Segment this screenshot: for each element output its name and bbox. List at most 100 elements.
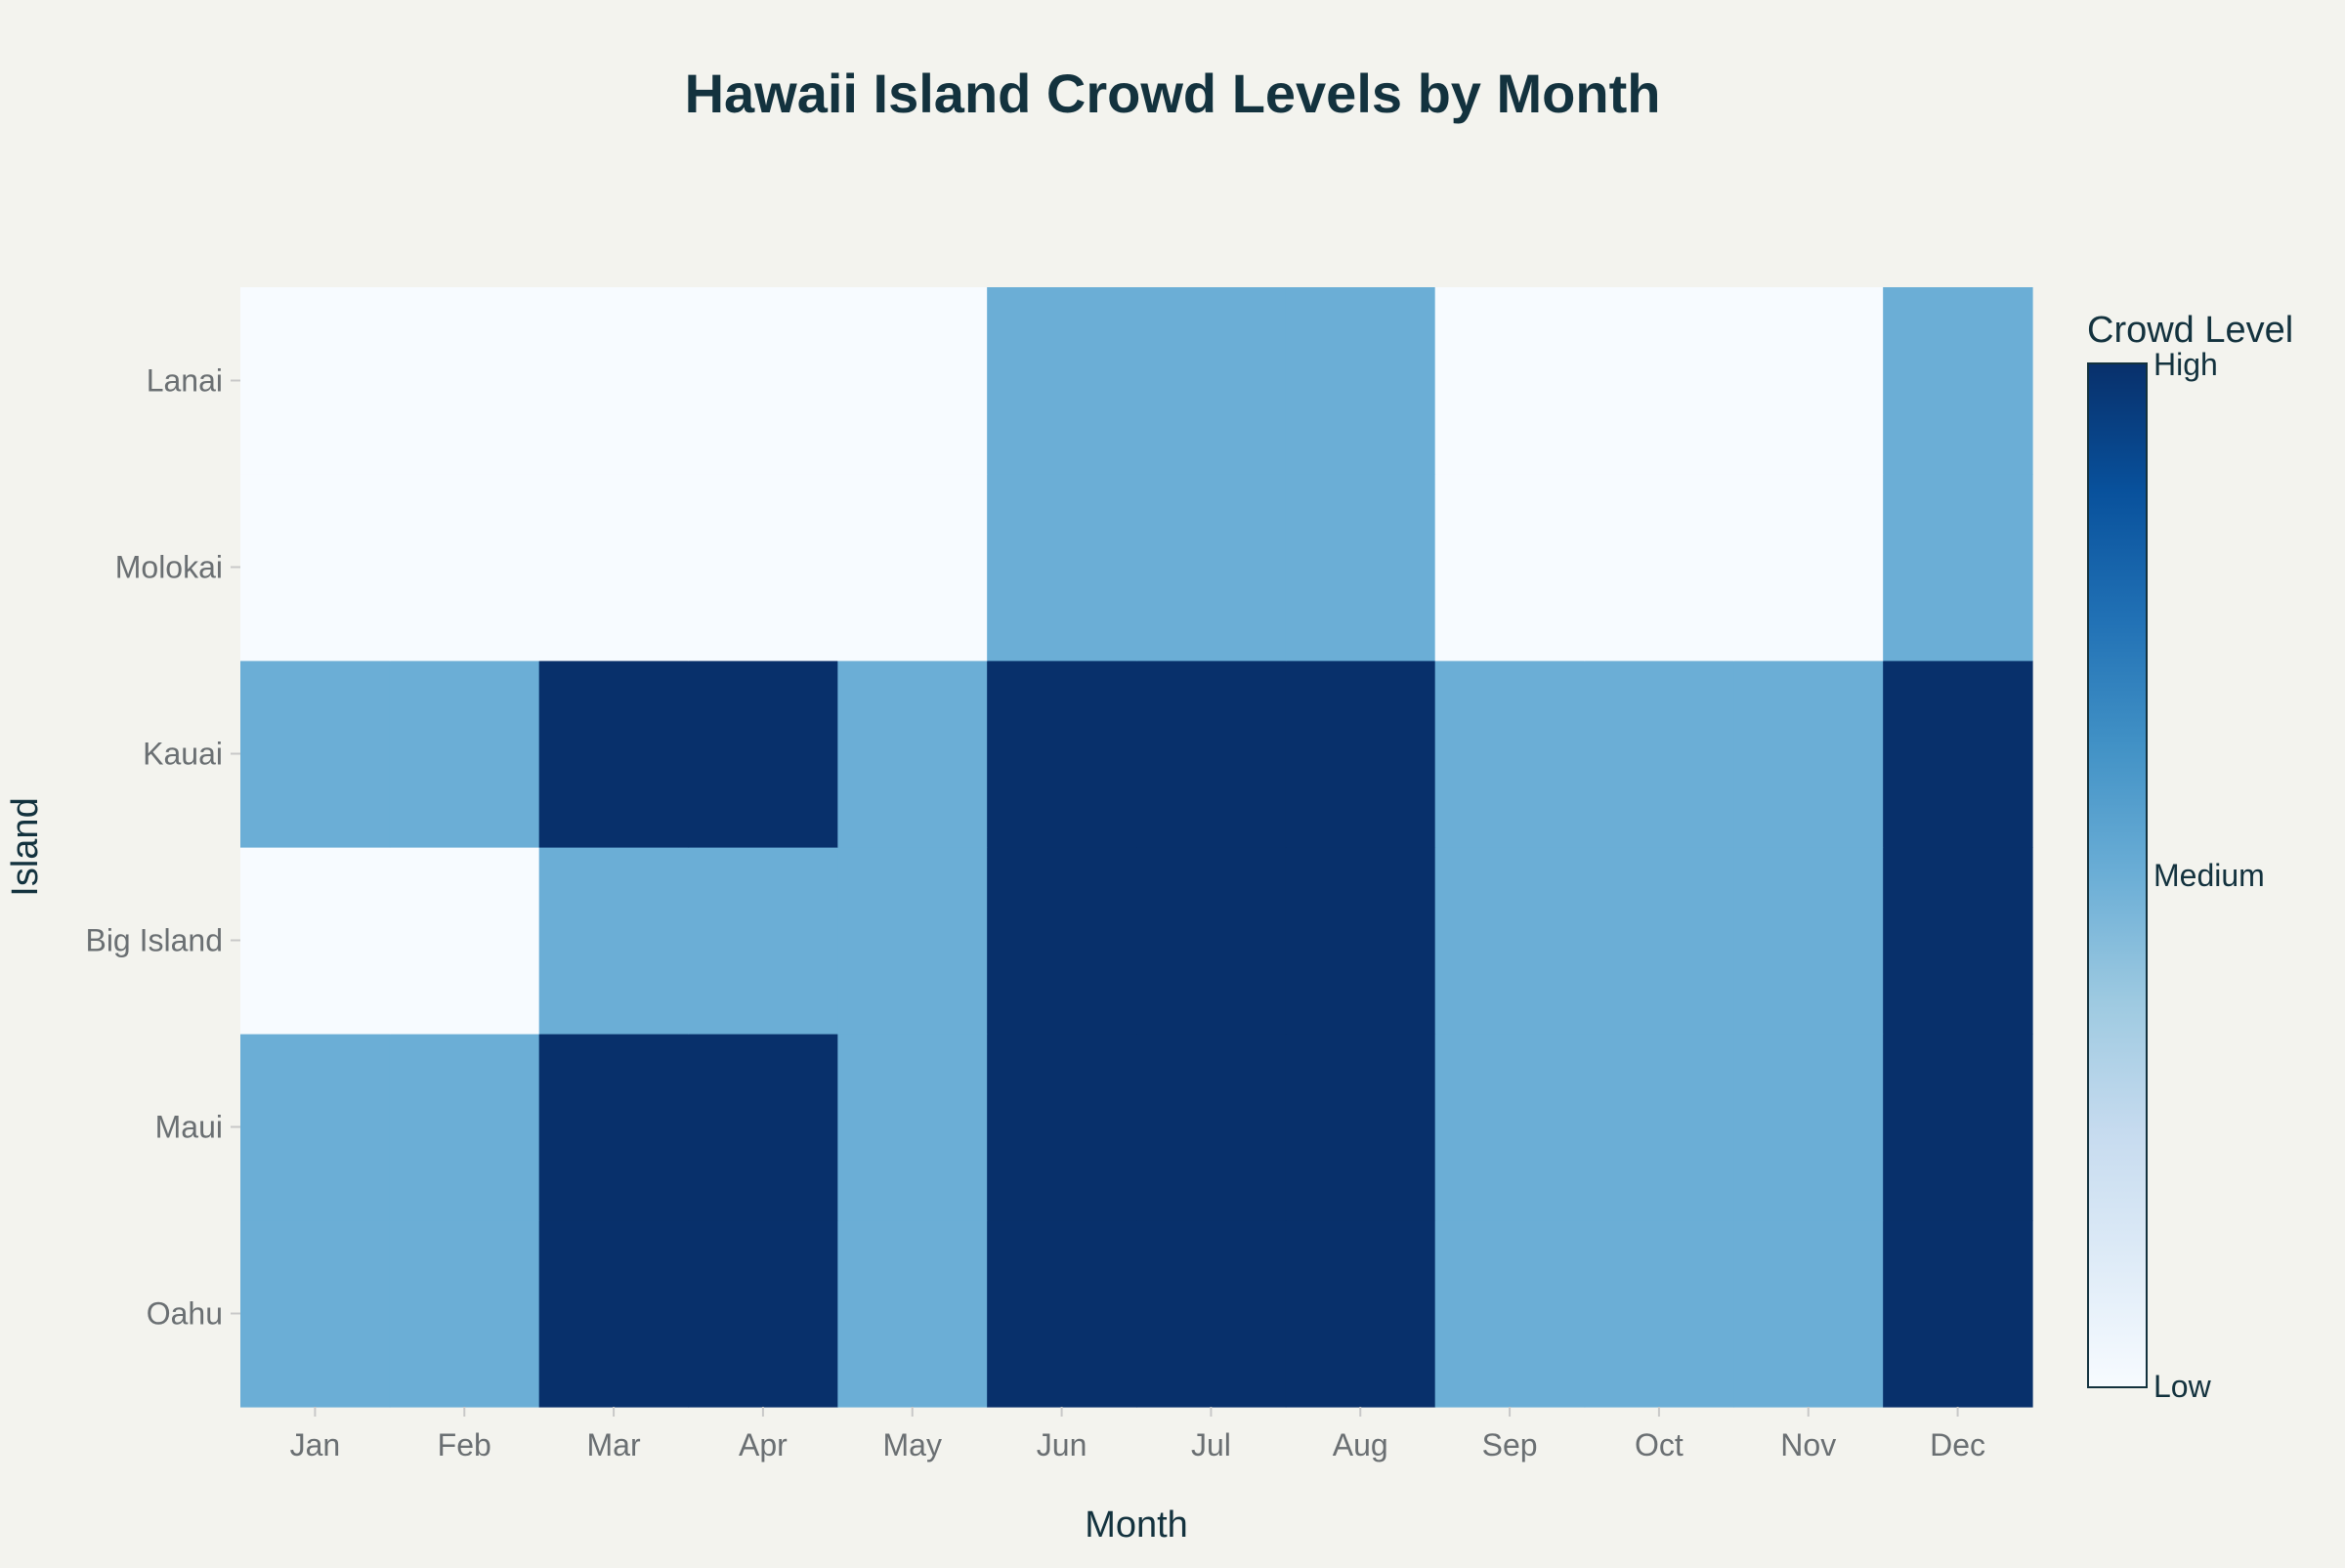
x-tick-label: Jul (1191, 1427, 1231, 1462)
heatmap-cell-big-island-may (837, 847, 988, 1035)
heatmap-cell-kauai-jul (1136, 660, 1287, 848)
heatmap-cell-big-island-dec (1883, 847, 2033, 1035)
heatmap-cell-lanai-sep (1434, 287, 1586, 475)
heatmap-cell-oahu-mar (538, 1220, 690, 1408)
heatmap-cell-molokai-jul (1136, 474, 1287, 661)
y-tick-label: Oahu (147, 1296, 223, 1332)
heatmap-cell-kauai-oct (1584, 660, 1734, 848)
heatmap-cell-maui-mar (538, 1034, 690, 1221)
heatmap-cell-kauai-jan (240, 660, 391, 848)
chart-title: Hawaii Island Crowd Levels by Month (685, 63, 1661, 124)
heatmap-cell-molokai-mar (538, 474, 690, 661)
heatmap-cell-kauai-sep (1434, 660, 1586, 848)
heatmap-cell-maui-apr (688, 1034, 838, 1221)
heatmap-cell-molokai-jan (240, 474, 391, 661)
x-tick-label: Sep (1482, 1427, 1538, 1462)
x-tick-label: Jun (1037, 1427, 1087, 1462)
heatmap-cell-maui-oct (1584, 1034, 1734, 1221)
x-tick-label: Oct (1635, 1427, 1684, 1462)
heatmap-cell-molokai-apr (688, 474, 838, 661)
colorbar-tick-label: High (2153, 347, 2218, 382)
heatmap-cell-maui-may (837, 1034, 988, 1221)
heatmap-cell-big-island-mar (538, 847, 690, 1035)
heatmap-cell-oahu-aug (1285, 1220, 1436, 1408)
heatmap-cell-big-island-sep (1434, 847, 1586, 1035)
x-tick-label: Jan (290, 1427, 341, 1462)
heatmap-cell-maui-feb (389, 1034, 540, 1221)
heatmap-cell-lanai-dec (1883, 287, 2033, 475)
heatmap-cell-oahu-may (837, 1220, 988, 1408)
heatmap-cell-kauai-nov (1733, 660, 1884, 848)
heatmap-cell-big-island-apr (688, 847, 838, 1035)
colorbar-tick-label: Low (2153, 1369, 2212, 1404)
heatmap-cell-oahu-dec (1883, 1220, 2033, 1408)
heatmap-cell-oahu-jan (240, 1220, 391, 1408)
heatmap-cell-kauai-mar (538, 660, 690, 848)
heatmap-cell-maui-jan (240, 1034, 391, 1221)
x-tick-label: Dec (1930, 1427, 1985, 1462)
heatmap-cell-oahu-oct (1584, 1220, 1734, 1408)
heatmap-cell-lanai-apr (688, 287, 838, 475)
heatmap-cell-maui-jun (987, 1034, 1137, 1221)
heatmap-cell-kauai-may (837, 660, 988, 848)
heatmap-cell-kauai-aug (1285, 660, 1436, 848)
heatmap-cell-big-island-oct (1584, 847, 1734, 1035)
heatmap-cell-maui-dec (1883, 1034, 2033, 1221)
y-tick-label: Lanai (147, 363, 223, 399)
heatmap-cell-oahu-nov (1733, 1220, 1884, 1408)
heatmap-cell-kauai-apr (688, 660, 838, 848)
heatmap-cell-lanai-oct (1584, 287, 1734, 475)
heatmap-cell-big-island-jan (240, 847, 391, 1035)
heatmap-cell-lanai-mar (538, 287, 690, 475)
colorbar-gradient (2087, 362, 2148, 1388)
heatmap-cell-lanai-may (837, 287, 988, 475)
heatmap-cell-lanai-nov (1733, 287, 1884, 475)
heatmap-cells (240, 287, 2033, 1408)
y-axis-ticks: Oahu Maui Big Island Kauai Molokai Lanai (85, 363, 240, 1332)
heatmap-cell-big-island-jul (1136, 847, 1287, 1035)
heatmap-cell-lanai-jan (240, 287, 391, 475)
heatmap-cell-kauai-dec (1883, 660, 2033, 848)
heatmap-cell-molokai-may (837, 474, 988, 661)
heatmap-cell-molokai-dec (1883, 474, 2033, 661)
heatmap-cell-molokai-nov (1733, 474, 1884, 661)
colorbar: Crowd Level High Medium Low (2087, 310, 2293, 1404)
heatmap-cell-big-island-feb (389, 847, 540, 1035)
x-axis-ticks: Jan Feb Mar Apr May Jun Jul Aug Sep Oct Nov Dec (290, 1407, 1985, 1462)
heatmap-cell-molokai-oct (1584, 474, 1734, 661)
y-tick-label: Molokai (115, 550, 223, 585)
heatmap-cell-lanai-jun (987, 287, 1137, 475)
y-tick-label: Maui (155, 1110, 223, 1145)
x-tick-label: Aug (1333, 1427, 1388, 1462)
heatmap-cell-oahu-sep (1434, 1220, 1586, 1408)
heatmap-cell-maui-jul (1136, 1034, 1287, 1221)
heatmap-cell-molokai-sep (1434, 474, 1586, 661)
y-tick-label: Big Island (85, 923, 223, 958)
heatmap-cell-kauai-jun (987, 660, 1137, 848)
heatmap-cell-maui-sep (1434, 1034, 1586, 1221)
x-tick-label: Nov (1780, 1427, 1836, 1462)
heatmap-cell-oahu-apr (688, 1220, 838, 1408)
heatmap-cell-oahu-feb (389, 1220, 540, 1408)
heatmap-cell-kauai-feb (389, 660, 540, 848)
heatmap-cell-molokai-feb (389, 474, 540, 661)
x-tick-label: Apr (739, 1427, 788, 1462)
heatmap-cell-molokai-jun (987, 474, 1137, 661)
x-axis-title: Month (1085, 1504, 1188, 1546)
heatmap-cell-oahu-jun (987, 1220, 1137, 1408)
y-tick-label: Kauai (143, 737, 223, 772)
heatmap-cell-lanai-feb (389, 287, 540, 475)
colorbar-tick-label: Medium (2153, 858, 2265, 893)
x-tick-label: Mar (587, 1427, 641, 1462)
heatmap-cell-big-island-aug (1285, 847, 1436, 1035)
colorbar-title: Crowd Level (2087, 310, 2293, 351)
colorbar-ticks: High Medium Low (2153, 347, 2265, 1404)
heatmap-cell-big-island-nov (1733, 847, 1884, 1035)
heatmap-cell-maui-nov (1733, 1034, 1884, 1221)
heatmap-cell-maui-aug (1285, 1034, 1436, 1221)
y-axis-title: Island (5, 797, 46, 896)
heatmap-cell-oahu-jul (1136, 1220, 1287, 1408)
heatmap-cell-lanai-jul (1136, 287, 1287, 475)
